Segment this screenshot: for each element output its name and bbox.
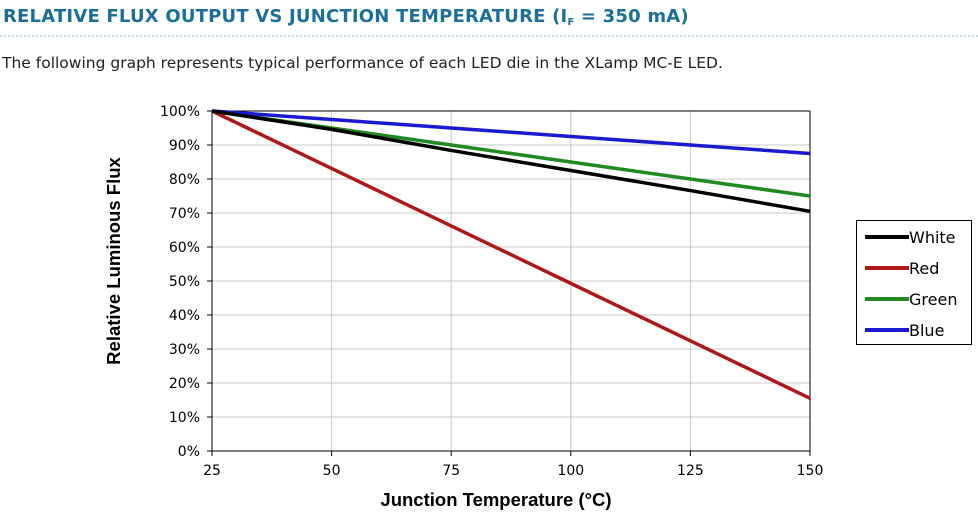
y-tick-label: 60%: [169, 240, 200, 256]
y-tick-label: 30%: [169, 342, 200, 358]
description-text: The following graph represents typical p…: [2, 54, 723, 72]
y-tick-label: 80%: [169, 172, 200, 188]
y-tick-label: 0%: [178, 444, 200, 460]
x-tick-label: 125: [677, 463, 704, 479]
title-main: RELATIVE FLUX OUTPUT VS JUNCTION TEMPERA…: [3, 6, 568, 27]
x-axis-label: Junction Temperature (°C): [380, 489, 611, 510]
y-axis-ticks: 0% 10% 20% 30% 40% 50% 60% 70% 80% 90% 100%: [160, 104, 212, 460]
legend-item-white: White: [865, 227, 956, 247]
legend-item-green: Green: [865, 289, 957, 309]
y-tick-label: 40%: [169, 308, 200, 324]
title-tail: = 350 mA): [574, 6, 689, 27]
series-line-blue: [211, 109, 811, 156]
legend-swatch: [865, 328, 909, 332]
y-tick-label: 70%: [169, 206, 200, 222]
page-title: RELATIVE FLUX OUTPUT VS JUNCTION TEMPERA…: [3, 6, 689, 28]
legend-swatch: [865, 266, 909, 270]
legend-label: White: [909, 227, 956, 247]
y-tick-label: 20%: [169, 376, 200, 392]
x-axis-ticks: 25 50 75 100 125 150: [203, 451, 823, 479]
y-axis-label: Relative Luminous Flux: [103, 156, 124, 364]
legend-item-blue: Blue: [865, 320, 944, 340]
series-line-white: [211, 109, 811, 214]
x-tick-label: 50: [323, 463, 341, 479]
series-lines: [211, 109, 811, 400]
legend-label: Blue: [909, 320, 945, 340]
series-line-red: [211, 109, 811, 400]
legend-item-red: Red: [865, 258, 939, 278]
legend-swatch: [865, 235, 909, 239]
legend-label: Green: [909, 289, 958, 309]
chart-legend: White Red Green Blue: [856, 220, 972, 345]
x-tick-label: 100: [557, 463, 584, 479]
title-divider: [0, 35, 978, 37]
y-tick-label: 50%: [169, 274, 200, 290]
title-subscript: F: [567, 17, 575, 28]
legend-swatch: [865, 297, 909, 301]
x-tick-label: 150: [797, 463, 824, 479]
y-tick-label: 90%: [169, 138, 200, 154]
legend-label: Red: [909, 258, 940, 278]
y-tick-label: 100%: [160, 104, 200, 120]
x-tick-label: 75: [442, 463, 460, 479]
y-tick-label: 10%: [169, 410, 200, 426]
x-tick-label: 25: [203, 463, 221, 479]
